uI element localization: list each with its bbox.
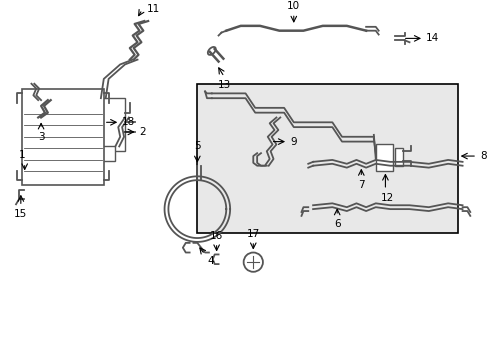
- Text: 12: 12: [380, 193, 393, 203]
- Text: 6: 6: [333, 219, 340, 229]
- Bar: [81, 98, 125, 151]
- Bar: [72, 113, 86, 141]
- Bar: [22, 89, 103, 185]
- Bar: [197, 84, 457, 233]
- Text: 8: 8: [479, 151, 486, 161]
- Bar: [86, 147, 115, 161]
- Text: 3: 3: [38, 132, 44, 142]
- Bar: [375, 144, 392, 171]
- Text: 1: 1: [19, 150, 25, 160]
- Text: 4: 4: [206, 256, 213, 266]
- Text: 5: 5: [194, 141, 200, 151]
- Text: 13: 13: [217, 80, 230, 90]
- Text: 18: 18: [122, 117, 135, 127]
- Text: 10: 10: [286, 1, 300, 12]
- Text: 2: 2: [139, 127, 146, 137]
- Text: 14: 14: [425, 33, 438, 44]
- Bar: [394, 148, 402, 166]
- Text: 7: 7: [357, 180, 364, 190]
- Text: 16: 16: [209, 231, 223, 241]
- Text: 17: 17: [246, 229, 260, 239]
- Text: 15: 15: [14, 209, 27, 219]
- Text: 11: 11: [147, 4, 160, 14]
- Text: 9: 9: [289, 136, 296, 147]
